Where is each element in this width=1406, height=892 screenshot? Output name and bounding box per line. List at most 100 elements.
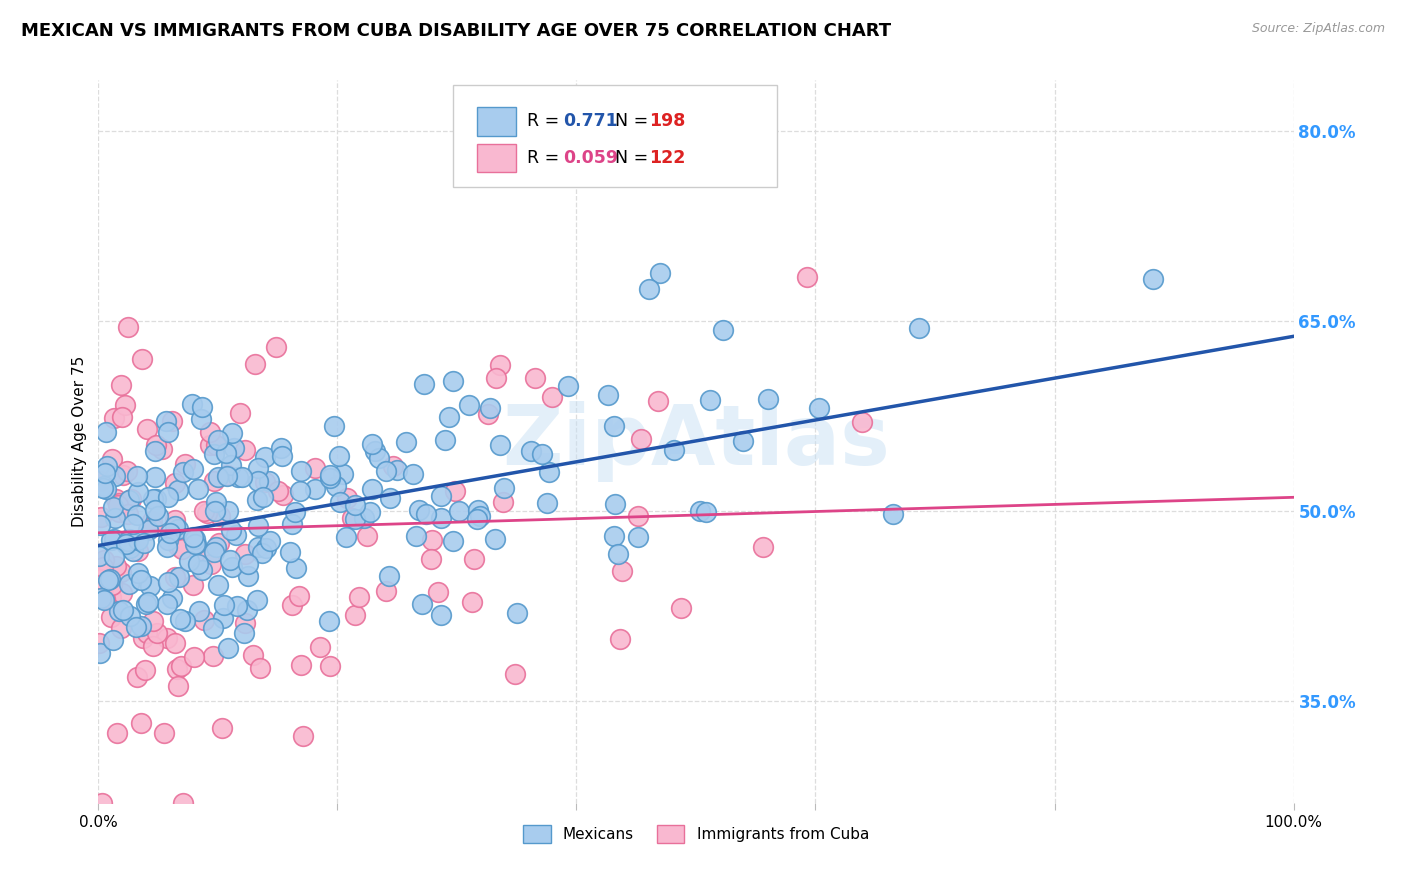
Point [134,663,156,677]
Point [250,546,273,560]
Point [142,639,165,653]
Point [193,503,215,517]
Point [101,578,124,592]
Point [304,483,326,497]
Point [143,443,166,458]
Point [650,266,672,280]
Point [607,548,630,562]
Point [335,530,357,544]
Text: R =: R = [527,112,565,130]
Text: N =: N = [614,149,654,167]
Point [226,469,249,483]
Point [165,636,187,650]
Legend: Mexicans, Immigrants from Cuba: Mexicans, Immigrants from Cuba [517,819,875,849]
Point [205,540,228,554]
Point [117,320,139,334]
Point [201,649,224,664]
Point [111,468,134,483]
Point [796,269,818,284]
Point [695,505,717,519]
Point [627,530,650,544]
Point [91,560,114,574]
Point [127,508,149,522]
Point [284,561,307,575]
Point [733,434,755,448]
Text: 198: 198 [650,112,686,130]
Point [169,612,191,626]
Text: 0.059: 0.059 [564,149,619,167]
Point [699,392,721,407]
FancyBboxPatch shape [453,86,778,187]
Point [157,490,180,504]
Point [155,413,177,427]
Point [111,409,134,424]
Point [596,387,619,401]
Point [711,323,734,337]
Point [228,406,250,420]
Point [219,524,242,538]
Point [131,352,153,367]
Point [108,604,131,618]
Point [328,450,350,464]
Point [202,447,225,461]
Point [457,398,479,412]
Point [506,606,529,620]
Point [349,590,371,604]
Point [489,358,512,372]
Point [222,441,245,455]
Point [430,607,453,622]
Point [96,458,118,473]
Point [385,463,408,477]
Point [557,378,579,392]
Point [134,536,156,550]
Point [253,475,276,490]
Point [246,592,269,607]
Point [246,540,269,554]
Point [441,374,464,388]
Point [105,726,128,740]
Point [233,615,256,630]
Point [281,598,304,612]
Point [87,549,110,563]
Point [98,573,121,587]
Point [243,357,266,371]
Point [198,425,221,439]
Point [160,591,183,605]
Point [174,457,197,471]
Point [364,444,387,458]
Point [169,659,191,673]
Point [434,433,457,447]
Point [202,475,225,489]
Point [353,511,375,525]
Point [93,552,115,566]
Y-axis label: Disability Age Over 75: Disability Age Over 75 [72,356,87,527]
Text: R =: R = [527,149,565,167]
Point [103,411,125,425]
Point [470,508,492,523]
Point [242,648,264,663]
Point [100,533,122,547]
Point [117,508,139,522]
Point [186,537,208,551]
Point [159,525,181,540]
Point [101,632,124,647]
Point [360,482,382,496]
Text: 0.771: 0.771 [564,112,619,130]
Point [103,550,125,565]
Point [127,566,149,580]
Point [127,485,149,500]
Point [135,597,157,611]
Point [142,492,165,507]
Point [96,425,118,440]
Point [605,497,627,511]
Point [342,511,364,525]
Point [477,407,499,421]
Point [200,558,222,572]
Point [322,419,344,434]
Point [183,650,205,665]
Point [174,615,197,629]
Point [444,483,467,498]
Point [89,475,111,489]
Point [152,726,174,740]
Point [304,460,326,475]
